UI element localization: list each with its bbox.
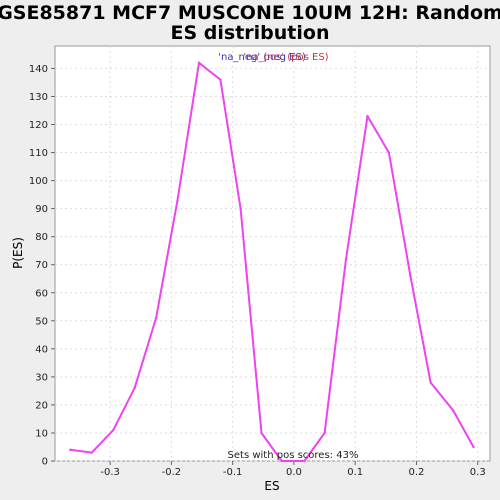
data-point xyxy=(176,199,179,202)
y-tick-label: 140 xyxy=(29,64,48,75)
data-point xyxy=(219,78,222,81)
y-tick-label: 100 xyxy=(29,176,48,187)
y-tick-label: 70 xyxy=(35,260,48,271)
y-tick-label: 40 xyxy=(35,344,48,355)
x-tick-label: -0.2 xyxy=(162,467,182,478)
y-tick-label: 10 xyxy=(35,428,48,439)
series-layer xyxy=(69,61,475,463)
legend-pos-label: 'na_pos' (pos ES) xyxy=(243,52,328,63)
data-point xyxy=(69,448,72,451)
data-point xyxy=(323,431,326,435)
axis-ticks: -0.3 -0.2 -0.1 0.0 0.1 0.2 0.3 0 10 20 30 40 50 60 70 8… xyxy=(29,64,486,478)
x-tick-label: -0.3 xyxy=(100,467,120,478)
data-point xyxy=(154,316,158,320)
chart-title-line-1: GSE85871 MCF7 MUSCONE 10UM 12H: Random xyxy=(0,2,500,24)
data-point xyxy=(303,459,306,463)
y-tick-label: 90 xyxy=(35,204,48,215)
data-point xyxy=(239,207,242,210)
data-point xyxy=(366,114,369,118)
y-axis-label: P(ES) xyxy=(11,237,25,269)
data-point xyxy=(260,431,263,435)
chart-title-line-2: ES distribution xyxy=(171,22,330,44)
data-point xyxy=(90,451,93,454)
data-point xyxy=(197,61,201,65)
y-tick-label: 20 xyxy=(35,400,48,411)
y-tick-label: 30 xyxy=(35,372,48,383)
x-tick-label: 0.0 xyxy=(286,467,302,478)
x-tick-label: 0.2 xyxy=(409,467,425,478)
x-tick-label: 0.1 xyxy=(347,467,363,478)
x-tick-label: 0.3 xyxy=(470,467,486,478)
series-line xyxy=(70,61,475,462)
plot-area xyxy=(54,45,491,462)
y-tick-label: 60 xyxy=(35,288,48,299)
x-tick-label: -0.1 xyxy=(223,467,243,478)
data-point xyxy=(472,445,475,449)
data-point xyxy=(280,459,283,463)
y-tick-label: 120 xyxy=(29,120,48,131)
y-tick-label: 0 xyxy=(42,457,48,468)
data-point xyxy=(409,274,412,278)
data-point xyxy=(429,381,432,384)
data-point xyxy=(387,151,391,154)
data-point xyxy=(112,428,115,432)
data-point xyxy=(344,257,348,261)
y-tick-label: 80 xyxy=(35,232,48,243)
data-point xyxy=(133,386,136,390)
y-tick-label: 50 xyxy=(35,316,48,327)
y-tick-label: 130 xyxy=(29,92,48,103)
pos-scores-annotation: Sets with pos scores: 43% xyxy=(228,450,359,461)
data-point xyxy=(452,409,455,412)
x-axis-label: ES xyxy=(264,479,279,493)
y-tick-label: 110 xyxy=(29,148,48,159)
legend-neg-label: 'na_neg' (neg ES) xyxy=(218,52,306,63)
grid xyxy=(55,46,490,462)
